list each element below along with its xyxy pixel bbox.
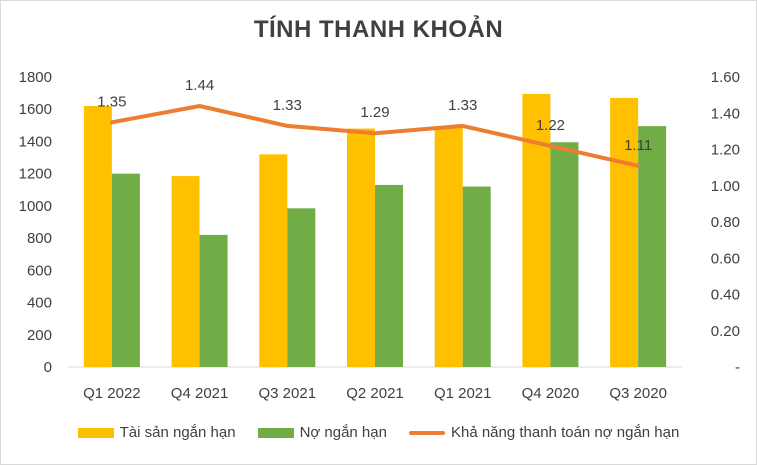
- y-right-tick-label: 0.80: [711, 214, 740, 231]
- y-left-tick-label: 1400: [19, 133, 52, 150]
- y-right-tick-label: 0.60: [711, 250, 740, 267]
- legend-label-ratio: Khả năng thanh toán nợ ngắn hạn: [450, 424, 680, 441]
- y-right-tick-label: 0.20: [711, 323, 740, 340]
- legend-item-liabilities: Nợ ngắn hạn: [257, 424, 387, 441]
- y-right-tick-label: -: [735, 359, 740, 376]
- bar-liabilities: [375, 184, 403, 367]
- ratio-data-label: 1.11: [624, 137, 652, 154]
- bar-assets: [610, 97, 639, 367]
- legend: Tài sản ngắn hạn Nợ ngắn hạn Khả năng th…: [0, 424, 757, 441]
- y-left-tick-label: 1200: [19, 166, 52, 183]
- y-left-tick-label: 600: [27, 262, 52, 279]
- y-right-tick-label: 0.40: [711, 287, 740, 304]
- y-left-tick-label: 1600: [19, 101, 52, 118]
- y-right-tick-label: 1.00: [711, 178, 740, 195]
- y-left-tick-label: 200: [27, 327, 52, 344]
- x-tick-label: Q3 2021: [259, 385, 317, 402]
- y-right-tick-label: 1.20: [711, 142, 740, 159]
- y-left-tick-label: 1800: [19, 69, 52, 86]
- y-right-tick-label: 1.60: [711, 69, 740, 86]
- ratio-data-label: 1.33: [448, 97, 477, 114]
- y-left-tick-label: 1000: [19, 198, 52, 215]
- y-left-tick-label: 400: [27, 295, 52, 312]
- x-tick-label: Q4 2021: [171, 385, 229, 402]
- y-left-tick-label: 800: [27, 230, 52, 247]
- bar-liabilities: [638, 126, 667, 367]
- legend-item-ratio: Khả năng thanh toán nợ ngắn hạn: [408, 424, 680, 441]
- x-tick-label: Q1 2022: [83, 385, 141, 402]
- bar-liabilities: [462, 186, 491, 367]
- ratio-data-label: 1.44: [185, 77, 214, 94]
- chart-title: TÍNH THANH KHOẢN: [253, 16, 504, 43]
- ratio-line: [109, 104, 641, 168]
- ratio-data-label: 1.29: [360, 104, 389, 121]
- bar-assets: [83, 106, 112, 367]
- legend-swatch-liabilities: [257, 427, 294, 438]
- ratio-data-label: 1.22: [536, 117, 565, 134]
- bar-liabilities: [287, 208, 316, 367]
- bar-assets: [434, 126, 463, 367]
- ratio-data-label: 1.33: [273, 97, 302, 114]
- legend-swatch-ratio: [408, 430, 445, 435]
- legend-label-liabilities: Nợ ngắn hạn: [299, 424, 387, 441]
- bar-assets: [259, 154, 288, 367]
- legend-swatch-assets: [77, 427, 114, 438]
- x-tick-label: Q2 2021: [346, 385, 404, 402]
- y-right-tick-label: 1.40: [711, 105, 740, 122]
- x-tick-label: Q3 2020: [609, 385, 667, 402]
- x-tick-label: Q1 2021: [434, 385, 492, 402]
- legend-label-assets: Tài sản ngắn hạn: [119, 424, 236, 441]
- bar-liabilities: [111, 173, 140, 367]
- bar-assets: [171, 176, 200, 367]
- legend-item-assets: Tài sản ngắn hạn: [77, 424, 236, 441]
- bar-liabilities: [550, 142, 579, 367]
- y-left-tick-label: 0: [44, 359, 52, 376]
- x-tick-label: Q4 2020: [522, 385, 580, 402]
- bar-assets: [347, 128, 375, 367]
- bar-assets: [522, 93, 551, 368]
- ratio-data-label: 1.35: [97, 93, 126, 110]
- bar-liabilities: [199, 234, 228, 367]
